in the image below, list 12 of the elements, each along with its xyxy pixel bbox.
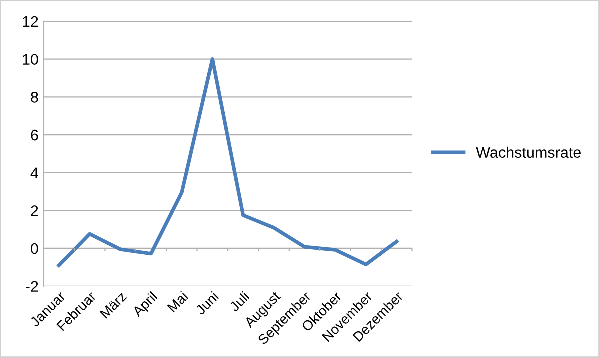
- legend-label: Wachstumsrate: [476, 146, 581, 158]
- y-tick-label: -2: [26, 281, 38, 292]
- y-tick-label: 0: [31, 243, 38, 254]
- y-tick-label: 10: [23, 54, 38, 66]
- line-series: [57, 58, 399, 268]
- y-tick-label: 8: [31, 92, 38, 103]
- x-tick-label: Mai: [166, 291, 189, 313]
- y-tick-label: 6: [31, 130, 38, 141]
- x-tick-label: Juni: [194, 291, 220, 316]
- y-tick-label: 12: [23, 16, 38, 28]
- y-tick-label: 4: [30, 168, 38, 178]
- y-tick-label: 2: [31, 206, 38, 216]
